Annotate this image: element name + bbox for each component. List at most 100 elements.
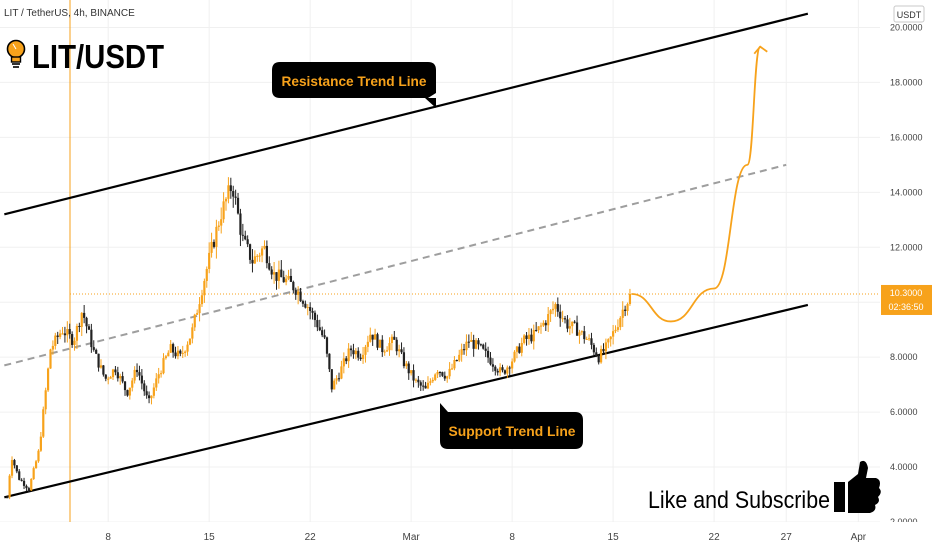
resistance-trend-line[interactable] — [4, 12, 809, 216]
candle-down — [25, 485, 28, 489]
candle-up — [181, 352, 184, 354]
candle-up — [390, 336, 394, 344]
candle-down — [123, 381, 127, 391]
lightbulb-icon — [6, 39, 26, 68]
candle-up — [568, 326, 571, 329]
candle-down — [508, 367, 511, 369]
support-label[interactable]: Support Trend Line — [440, 403, 583, 449]
candle-up — [32, 468, 35, 480]
candle-down — [145, 391, 148, 396]
candle-down — [583, 331, 586, 340]
candle-up — [414, 379, 418, 381]
candle-down — [313, 312, 317, 321]
candle-down — [22, 480, 26, 486]
candle-up — [549, 310, 552, 315]
candle-down — [289, 275, 293, 282]
price-tag-background — [881, 284, 932, 315]
candle-down — [172, 344, 175, 353]
candle-up — [193, 314, 196, 328]
mid-trend-line[interactable] — [4, 163, 787, 367]
price-axis-panel[interactable] — [880, 0, 932, 522]
candle-up — [619, 317, 622, 328]
x-tick-label: 27 — [781, 532, 793, 543]
thumbs-up-icon[interactable] — [834, 460, 881, 513]
candle-up — [30, 479, 33, 491]
candle-down — [422, 385, 425, 387]
candle-up — [256, 255, 259, 257]
candle-down — [479, 344, 482, 346]
candle-down — [486, 350, 490, 358]
candle-down — [114, 369, 117, 373]
candle-up — [191, 327, 194, 339]
candle-up — [73, 340, 76, 345]
candle-up — [429, 381, 432, 383]
candle-up — [215, 226, 218, 247]
candle-down — [232, 191, 235, 197]
candle-up — [208, 252, 211, 269]
candle-up — [210, 241, 213, 253]
candle-up — [222, 201, 225, 220]
candle-down — [292, 281, 295, 291]
candle-up — [109, 377, 112, 379]
candle-down — [85, 317, 88, 327]
candle-up — [537, 326, 540, 331]
candle-up — [42, 409, 45, 437]
time-axis-panel[interactable] — [0, 522, 932, 550]
candle-up — [8, 475, 11, 498]
candle-up — [59, 333, 62, 337]
candle-down — [104, 374, 107, 379]
candle-up — [198, 304, 201, 314]
support-trend-line[interactable] — [4, 303, 809, 499]
candle-down — [424, 385, 427, 389]
candle-up — [621, 309, 624, 318]
candle-up — [164, 356, 168, 359]
candle-down — [443, 375, 446, 379]
candle-down — [20, 479, 23, 481]
candle-down — [126, 390, 129, 396]
candles — [6, 177, 632, 500]
candle-up — [184, 351, 187, 353]
candle-down — [321, 330, 324, 336]
candle-down — [248, 244, 252, 260]
candle-up — [580, 331, 583, 333]
candle-up — [37, 450, 40, 462]
candle-down — [275, 272, 278, 281]
candle-up — [405, 363, 408, 367]
candle-up — [527, 334, 531, 339]
candle-down — [595, 352, 598, 356]
candle-up — [587, 338, 591, 340]
candle-down — [95, 349, 98, 354]
candle-up — [453, 360, 456, 369]
candle-down — [97, 353, 100, 368]
candle-down — [121, 376, 124, 382]
candle-down — [309, 307, 312, 311]
candle-up — [99, 365, 103, 368]
candle-up — [585, 338, 588, 340]
candle-down — [13, 460, 16, 466]
candle-down — [239, 213, 242, 235]
candle-down — [27, 488, 30, 491]
resistance-label[interactable]: Resistance Trend Line — [272, 62, 436, 108]
projection-arrowhead — [753, 45, 768, 55]
candle-down — [316, 320, 319, 328]
candle-down — [78, 325, 81, 327]
candle-down — [15, 465, 18, 472]
time-axis: 8 15 22 Mar 8 15 22 27 Apr — [105, 532, 866, 543]
symbol-line: LIT / TetherUS, 4h, BINANCE — [4, 8, 135, 19]
candle-up — [426, 382, 430, 389]
candle-down — [241, 234, 244, 236]
candle-down — [68, 329, 71, 335]
candle-up — [511, 361, 514, 369]
candle-down — [294, 290, 297, 295]
candle-up — [272, 272, 276, 275]
candle-down — [477, 340, 480, 345]
projection-curve[interactable] — [631, 45, 762, 323]
candle-down — [590, 338, 593, 345]
resistance-label-text: Resistance Trend Line — [282, 73, 427, 89]
y-tick-label: 12.0000 — [890, 242, 923, 252]
x-tick-label: 8 — [105, 532, 111, 543]
candle-down — [371, 334, 374, 340]
